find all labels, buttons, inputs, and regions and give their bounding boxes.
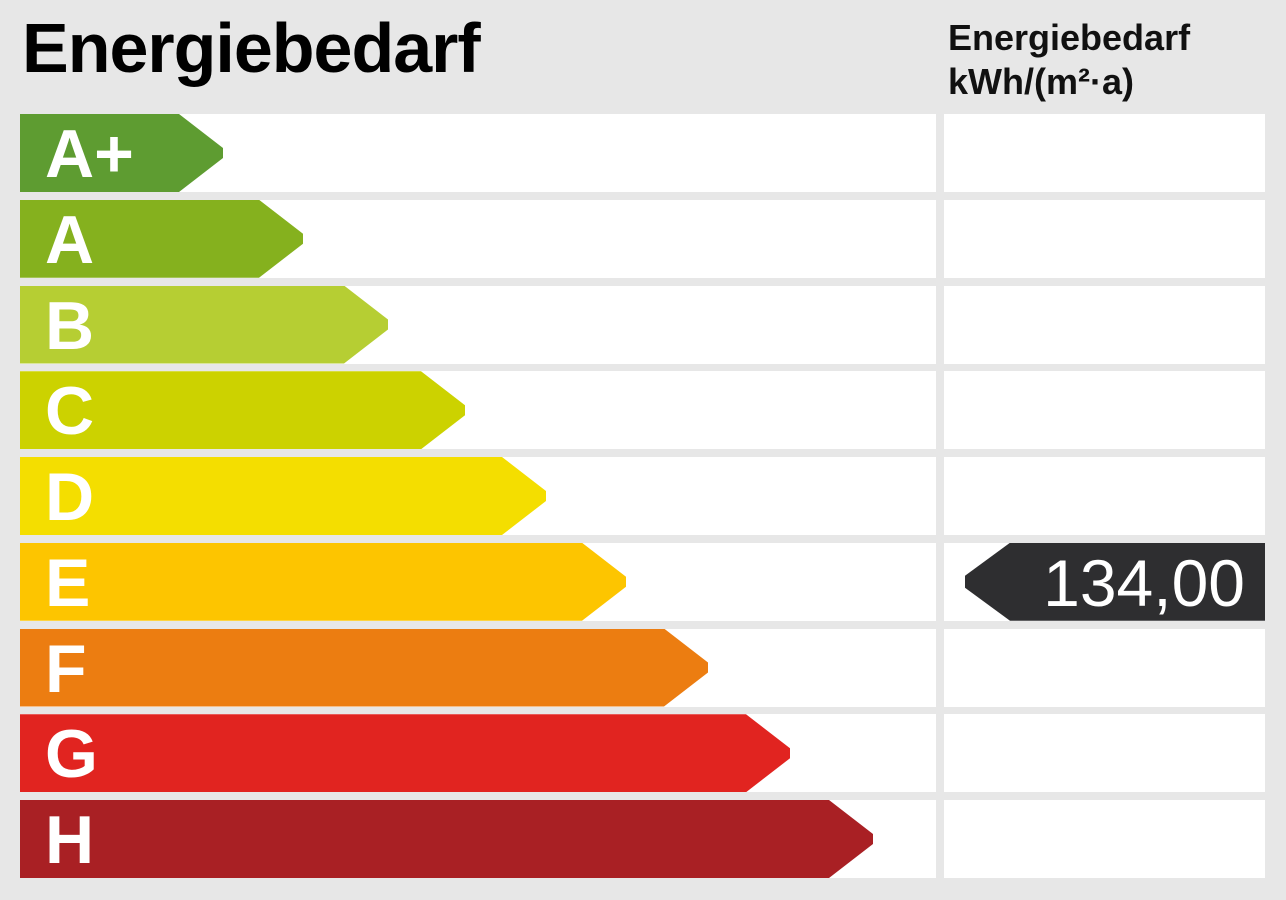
- value-cell: [944, 714, 1265, 793]
- scale-row-track: H: [20, 800, 936, 878]
- scale-row: D: [20, 457, 1265, 535]
- energy-class-bar: D: [20, 457, 548, 535]
- energy-class-bar: H: [20, 800, 875, 878]
- value-cell: [944, 114, 1265, 192]
- scale-row: C: [20, 371, 1265, 450]
- scale-row-track: C: [20, 371, 936, 450]
- energy-class-label: B: [45, 287, 95, 364]
- scale-row: F: [20, 628, 1265, 707]
- energy-class-label: G: [45, 716, 98, 793]
- value-marker: 134,00: [965, 543, 1265, 621]
- value-column-header-line2: kWh/(m²·a): [948, 61, 1134, 102]
- scale-row: H: [20, 800, 1265, 878]
- scale-row: E 134,00: [20, 542, 1265, 621]
- energy-class-bar: B: [20, 286, 390, 364]
- energy-class-label: E: [45, 544, 91, 621]
- energy-class-bar: A: [20, 200, 305, 278]
- energy-class-bar: E: [20, 543, 628, 621]
- scale-row: A: [20, 199, 1265, 278]
- scale-row-track: E: [20, 542, 936, 621]
- value-cell: [944, 800, 1265, 878]
- scale-row: G: [20, 714, 1265, 793]
- scale-row: A+: [20, 114, 1265, 192]
- scale-row: B: [20, 285, 1265, 364]
- value-column-header-line1: Energiebedarf: [948, 17, 1191, 58]
- value-cell: [944, 628, 1265, 707]
- value-column-header: Energiebedarf kWh/(m²·a): [948, 16, 1190, 104]
- page-title: Energiebedarf: [22, 9, 481, 87]
- energy-scale: A+ A B C D E 134,00 F G H: [20, 114, 1265, 878]
- scale-row-track: F: [20, 628, 936, 707]
- value-cell: [944, 285, 1265, 364]
- value-cell: 134,00: [944, 542, 1265, 621]
- energy-class-bar: G: [20, 714, 792, 792]
- energy-class-bar: A+: [20, 114, 225, 192]
- energy-class-label: D: [45, 459, 95, 535]
- energy-class-label: A: [45, 201, 95, 278]
- energy-class-label: C: [45, 373, 95, 450]
- scale-row-track: G: [20, 714, 936, 793]
- scale-row-track: A+: [20, 114, 936, 192]
- value-cell: [944, 457, 1265, 535]
- scale-row-track: A: [20, 199, 936, 278]
- scale-row-track: D: [20, 457, 936, 535]
- energy-class-label: A+: [45, 116, 134, 192]
- value-cell: [944, 371, 1265, 450]
- value-cell: [944, 199, 1265, 278]
- energy-class-label: F: [45, 630, 87, 707]
- energy-class-label: H: [45, 802, 95, 878]
- scale-row-track: B: [20, 285, 936, 364]
- energy-class-bar: F: [20, 629, 710, 707]
- energy-class-bar: C: [20, 371, 467, 449]
- value-marker-text: 134,00: [1043, 545, 1245, 620]
